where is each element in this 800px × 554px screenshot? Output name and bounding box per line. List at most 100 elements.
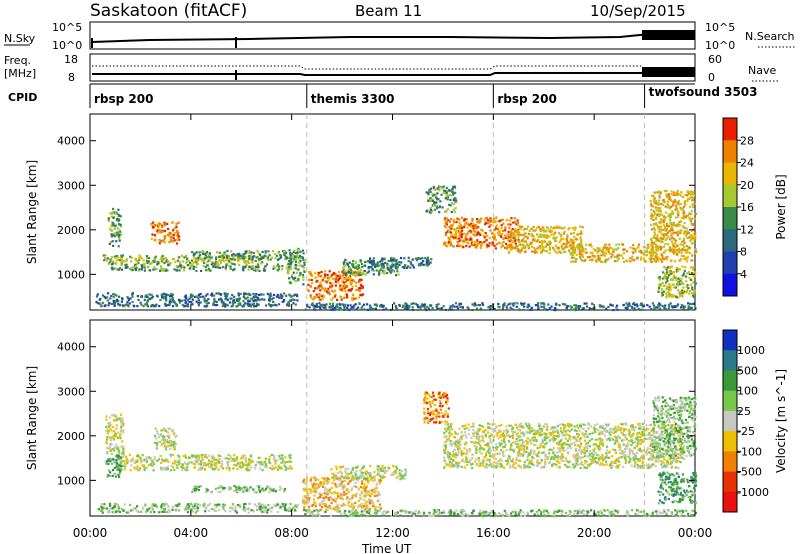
- data-cell: [547, 303, 550, 306]
- data-cell: [622, 243, 625, 246]
- data-cell: [301, 500, 305, 503]
- data-cell: [264, 463, 267, 466]
- data-cell: [379, 268, 382, 271]
- data-cell: [325, 290, 329, 293]
- data-cell: [676, 190, 679, 193]
- data-cell: [303, 507, 306, 510]
- data-cell: [433, 208, 436, 211]
- data-cell: [105, 418, 108, 421]
- data-cell: [184, 296, 188, 299]
- data-cell: [263, 510, 266, 514]
- data-cell: [672, 283, 675, 286]
- data-cell: [215, 300, 218, 303]
- data-cell: [665, 277, 668, 280]
- data-cell: [328, 293, 331, 296]
- data-cell: [289, 254, 292, 257]
- data-cell: [574, 226, 577, 230]
- data-cell: [228, 264, 231, 267]
- data-cell: [203, 467, 206, 470]
- data-cell: [305, 489, 308, 492]
- data-cell: [287, 259, 291, 263]
- data-cell: [208, 459, 211, 462]
- data-cell: [500, 226, 503, 229]
- data-cell: [664, 243, 667, 246]
- data-cell: [563, 247, 566, 250]
- data-cell: [233, 295, 236, 298]
- data-cell: [491, 236, 494, 239]
- data-cell: [116, 268, 119, 271]
- data-cell: [444, 197, 447, 200]
- data-cell: [302, 283, 305, 286]
- data-cell: [198, 251, 201, 254]
- data-cell: [372, 501, 375, 504]
- data-cell: [532, 246, 536, 249]
- data-cell: [258, 298, 261, 301]
- data-cell: [202, 505, 205, 508]
- data-cell: [639, 303, 642, 306]
- data-cell: [276, 258, 280, 261]
- data-cell: [653, 241, 656, 244]
- data-cell: [681, 243, 684, 246]
- data-cell: [243, 305, 246, 308]
- data-cell: [691, 294, 694, 297]
- data-cell: [672, 202, 675, 205]
- data-cell: [484, 232, 487, 235]
- data-cell: [182, 455, 185, 458]
- data-cell: [257, 258, 260, 261]
- data-cell: [280, 256, 283, 259]
- data-cell: [230, 250, 233, 253]
- data-cell: [540, 233, 543, 236]
- data-cell: [189, 502, 192, 505]
- data-cell: [471, 308, 474, 312]
- data-cell: [445, 221, 448, 224]
- data-cell: [314, 490, 317, 493]
- data-cell: [233, 459, 236, 462]
- data-cell: [552, 246, 555, 249]
- data-cell: [407, 259, 410, 262]
- data-cell: [665, 292, 668, 295]
- data-cell: [548, 229, 552, 232]
- data-cell: [313, 476, 316, 479]
- data-cell: [666, 276, 670, 279]
- data-cell: [234, 254, 237, 257]
- data-cell: [263, 460, 266, 463]
- data-cell: [261, 507, 264, 510]
- data-cell: [199, 295, 202, 299]
- data-cell: [161, 468, 165, 471]
- data-cell: [530, 307, 533, 310]
- data-cell: [160, 468, 163, 471]
- data-cell: [143, 266, 146, 269]
- data-cell: [405, 305, 408, 308]
- data-cell: [336, 305, 339, 308]
- data-cell: [183, 305, 186, 308]
- data-cell: [197, 304, 200, 307]
- data-cell: [419, 307, 422, 310]
- data-cell: [448, 220, 452, 223]
- data-cell: [452, 228, 455, 231]
- data-cell: [234, 510, 237, 513]
- data-cell: [372, 260, 375, 263]
- data-cell: [163, 508, 166, 511]
- data-cell: [338, 482, 341, 485]
- data-cell: [253, 503, 256, 506]
- data-cell: [458, 226, 461, 229]
- data-cell: [112, 207, 115, 210]
- data-cell: [166, 459, 169, 462]
- data-cell: [527, 247, 530, 250]
- data-cell: [684, 305, 687, 308]
- data-cell: [403, 266, 406, 269]
- data-cell: [664, 284, 667, 287]
- data-cell: [670, 190, 673, 193]
- data-cell: [680, 304, 683, 307]
- data-cell: [558, 226, 561, 229]
- data-cell: [683, 269, 686, 272]
- data-cell: [554, 307, 557, 310]
- data-cell: [252, 299, 255, 303]
- data-cell: [674, 200, 677, 203]
- data-cell: [454, 230, 457, 233]
- data-cell: [268, 491, 271, 494]
- nsearch-block: [642, 30, 695, 40]
- data-cell: [146, 299, 149, 303]
- data-cell: [330, 486, 333, 489]
- data-cell: [222, 301, 225, 304]
